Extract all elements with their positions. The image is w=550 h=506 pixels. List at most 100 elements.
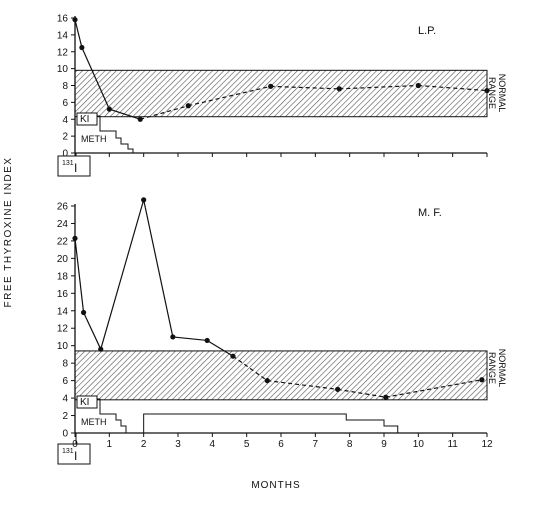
x-axis-label: MONTHS <box>251 480 300 491</box>
x-tick-label: 3 <box>175 439 181 450</box>
series-segment <box>140 105 189 120</box>
series-segment <box>232 355 268 382</box>
data-point <box>72 17 78 23</box>
data-point <box>141 197 147 203</box>
y-tick-label: 16 <box>57 289 69 300</box>
data-point <box>230 353 236 359</box>
series-segment <box>206 339 234 357</box>
y-tick-label: 16 <box>57 14 69 25</box>
data-point <box>137 116 143 122</box>
series-segment <box>172 336 208 342</box>
y-tick-label: 12 <box>57 47 69 58</box>
series-segment <box>385 379 482 398</box>
meth-second-course-outline <box>143 413 399 433</box>
data-point <box>80 309 87 316</box>
normal-range-band <box>74 350 488 401</box>
data-point <box>383 394 389 400</box>
series-segment <box>188 85 271 107</box>
y-tick-label: 4 <box>62 394 68 405</box>
y-tick-label: 6 <box>62 98 68 109</box>
normal-range-label: NORMALRANGE <box>487 74 507 113</box>
series-segment <box>83 312 102 350</box>
series-segment <box>74 238 85 313</box>
x-tick-label: 9 <box>381 439 387 450</box>
series-segment <box>270 85 340 90</box>
data-point <box>336 86 342 92</box>
normal-range-band <box>74 69 488 118</box>
y-axis-label: FREE THYROXINE INDEX <box>3 157 14 308</box>
data-point <box>185 103 191 109</box>
y-tick-label: 12 <box>57 324 69 335</box>
series-segment <box>337 388 386 398</box>
x-tick-label: 11 <box>447 439 458 450</box>
x-tick-label: 8 <box>347 439 353 450</box>
meth-step-outline <box>77 115 134 153</box>
normal-range-label: NORMALRANGE <box>487 349 507 388</box>
series-segment <box>100 199 145 350</box>
iodine-symbol: I <box>74 449 77 463</box>
y-tick-label: 0 <box>62 149 68 160</box>
panel-lp: NORMALRANGE 0 2 4 6 8 10 12 14 16 L.P. KI METH 131 I <box>57 14 507 177</box>
ki-label: KI <box>80 114 89 125</box>
meth-label: METH <box>81 134 107 144</box>
data-point <box>479 377 485 383</box>
y-tick-label: 22 <box>57 236 69 247</box>
normal-range-label-line: NORMAL <box>497 349 507 388</box>
data-point <box>484 87 490 94</box>
iodine-mass-number: 131 <box>62 448 74 455</box>
iodine-box <box>57 155 91 177</box>
data-point <box>98 346 104 352</box>
y-tick-label: 8 <box>62 359 68 370</box>
x-tick-label: 6 <box>278 439 284 450</box>
series-segment <box>267 380 338 390</box>
data-point <box>264 378 270 384</box>
y-tick-label: 14 <box>57 306 69 317</box>
y-tick-label: 26 <box>57 202 69 213</box>
data-point <box>106 106 112 112</box>
ki-label: KI <box>80 397 89 408</box>
meth-step-outline <box>77 398 127 433</box>
data-point <box>170 334 176 340</box>
normal-range-label-line: RANGE <box>487 77 497 109</box>
iodine-box <box>57 443 91 465</box>
x-tick-label: 1 <box>107 439 113 450</box>
series-segment <box>418 84 488 92</box>
x-tick-label: 4 <box>210 439 216 450</box>
ki-box <box>76 395 98 409</box>
y-tick-label: 20 <box>57 254 69 265</box>
data-point <box>204 337 210 344</box>
y-tick-label: 6 <box>62 376 68 387</box>
data-point <box>415 82 421 89</box>
x-tick-label: 10 <box>413 439 425 450</box>
x-tick-label: 7 <box>313 439 319 450</box>
y-tick-label: 2 <box>62 411 68 422</box>
x-tick-label: 2 <box>141 439 147 450</box>
y-tick-label: 0 <box>62 429 68 440</box>
normal-range-label-line: NORMAL <box>497 74 507 113</box>
y-tick-label: 8 <box>62 81 68 92</box>
y-tick-label: 10 <box>57 64 69 75</box>
y-tick-label: 10 <box>57 341 69 352</box>
panel-title: M. F. <box>418 207 442 219</box>
series-segment <box>339 84 419 90</box>
x-tick-label: 0 <box>72 439 78 450</box>
data-point <box>79 44 85 51</box>
data-point <box>335 386 341 392</box>
data-point <box>72 235 78 241</box>
y-tick-label: 2 <box>62 132 68 143</box>
x-tick-label: 5 <box>244 439 250 450</box>
ki-box <box>76 112 98 126</box>
series-segment <box>74 19 83 48</box>
iodine-mass-number: 131 <box>62 160 74 167</box>
x-tick-label: 12 <box>481 439 493 450</box>
data-point <box>268 83 274 89</box>
y-tick-label: 18 <box>57 271 69 282</box>
series-segment <box>143 199 174 338</box>
normal-range-label-line: RANGE <box>487 352 497 384</box>
iodine-symbol: I <box>74 161 77 175</box>
y-tick-label: 24 <box>57 219 69 230</box>
y-tick-label: 4 <box>62 115 68 126</box>
meth-label: METH <box>81 417 107 427</box>
